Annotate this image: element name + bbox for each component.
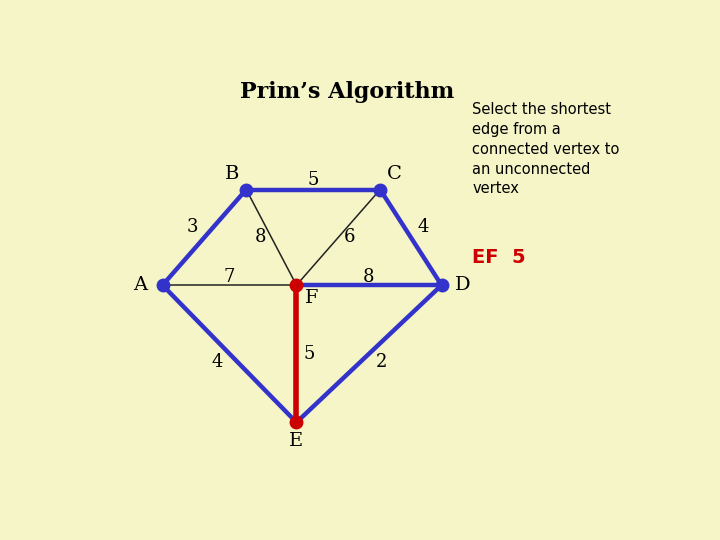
- Text: 8: 8: [254, 228, 266, 246]
- Text: 7: 7: [224, 268, 235, 286]
- Text: D: D: [455, 276, 471, 294]
- Text: B: B: [225, 165, 240, 183]
- Text: 5: 5: [303, 345, 315, 363]
- Text: Select the shortest
edge from a
connected vertex to
an unconnected
vertex: Select the shortest edge from a connecte…: [472, 102, 620, 197]
- Text: F: F: [305, 289, 319, 307]
- Text: 2: 2: [376, 353, 387, 371]
- Text: 6: 6: [343, 228, 355, 246]
- Text: Prim’s Algorithm: Prim’s Algorithm: [240, 82, 454, 104]
- Text: C: C: [387, 165, 402, 183]
- Text: 5: 5: [307, 171, 319, 190]
- Text: A: A: [133, 276, 148, 294]
- Text: 4: 4: [212, 353, 223, 371]
- Text: 4: 4: [418, 218, 429, 236]
- Text: E: E: [289, 432, 304, 450]
- Text: 3: 3: [186, 218, 198, 236]
- Text: 8: 8: [364, 268, 374, 286]
- Text: EF  5: EF 5: [472, 248, 526, 267]
